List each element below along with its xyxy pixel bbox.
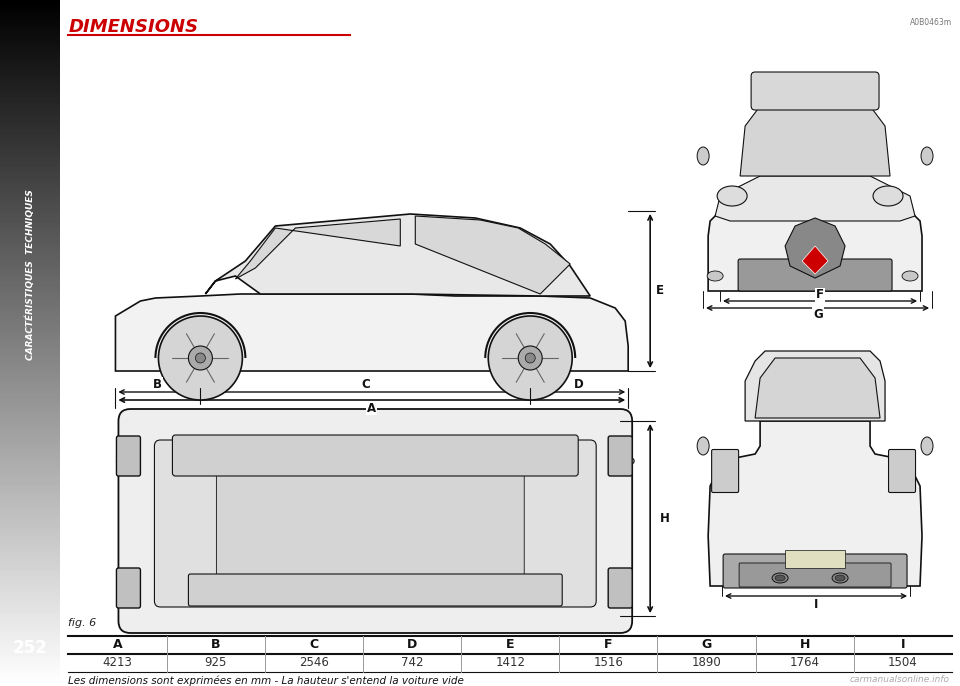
Text: 252: 252 — [12, 639, 48, 657]
Text: G: G — [702, 639, 711, 652]
Text: A0B0463m: A0B0463m — [910, 18, 952, 27]
Ellipse shape — [772, 573, 788, 583]
Text: 1504: 1504 — [888, 657, 918, 670]
FancyBboxPatch shape — [738, 259, 892, 291]
Polygon shape — [708, 171, 922, 291]
Text: H: H — [800, 639, 810, 652]
Text: 2546: 2546 — [299, 657, 329, 670]
FancyBboxPatch shape — [723, 554, 907, 588]
FancyBboxPatch shape — [118, 409, 633, 633]
Polygon shape — [785, 218, 845, 278]
Polygon shape — [740, 106, 890, 176]
Circle shape — [518, 346, 542, 370]
FancyBboxPatch shape — [609, 568, 633, 608]
Text: 1890: 1890 — [692, 657, 722, 670]
Text: carmanualsonline.info: carmanualsonline.info — [850, 675, 950, 684]
Text: D: D — [574, 377, 584, 390]
Ellipse shape — [921, 437, 933, 455]
Ellipse shape — [697, 437, 709, 455]
FancyBboxPatch shape — [739, 563, 891, 587]
Text: fig. 6: fig. 6 — [68, 618, 97, 628]
Polygon shape — [205, 214, 590, 296]
Polygon shape — [416, 216, 570, 294]
Ellipse shape — [921, 147, 933, 165]
Ellipse shape — [832, 573, 848, 583]
Text: Les dimensions sont exprimées en mm - La hauteur s'entend la voiture vide: Les dimensions sont exprimées en mm - La… — [68, 676, 465, 686]
Text: C: C — [361, 377, 370, 390]
FancyBboxPatch shape — [155, 440, 596, 607]
Circle shape — [188, 346, 212, 370]
Text: 742: 742 — [401, 657, 423, 670]
FancyBboxPatch shape — [188, 574, 563, 606]
Text: 1412: 1412 — [495, 657, 525, 670]
Text: F: F — [604, 639, 612, 652]
Ellipse shape — [835, 575, 845, 581]
Text: D: D — [407, 639, 418, 652]
Text: C: C — [309, 639, 319, 652]
FancyBboxPatch shape — [116, 436, 140, 476]
FancyBboxPatch shape — [889, 449, 916, 493]
Bar — [785, 550, 845, 568]
Text: H: H — [660, 512, 670, 525]
Circle shape — [525, 353, 536, 363]
Ellipse shape — [116, 456, 134, 466]
Polygon shape — [745, 351, 885, 421]
FancyBboxPatch shape — [216, 457, 524, 585]
Polygon shape — [115, 294, 628, 371]
Text: G: G — [813, 307, 823, 320]
Polygon shape — [756, 358, 880, 418]
Circle shape — [196, 353, 205, 363]
Text: A: A — [112, 639, 122, 652]
Text: DIMENSIONS: DIMENSIONS — [68, 18, 199, 36]
Polygon shape — [235, 219, 400, 279]
Text: E: E — [506, 639, 515, 652]
Ellipse shape — [708, 271, 723, 281]
Text: B: B — [153, 377, 162, 390]
Circle shape — [158, 316, 242, 400]
FancyBboxPatch shape — [711, 449, 738, 493]
Text: I: I — [900, 639, 905, 652]
Polygon shape — [715, 176, 915, 221]
Text: F: F — [816, 289, 824, 302]
FancyBboxPatch shape — [609, 436, 633, 476]
Ellipse shape — [697, 147, 709, 165]
Text: 925: 925 — [204, 657, 227, 670]
Text: 1764: 1764 — [790, 657, 820, 670]
Text: CARACTÉRISTIQUES  TECHNIQUES: CARACTÉRISTIQUES TECHNIQUES — [26, 189, 35, 360]
Text: 4213: 4213 — [103, 657, 132, 670]
Ellipse shape — [616, 456, 635, 466]
Text: E: E — [657, 285, 664, 298]
Circle shape — [489, 316, 572, 400]
Text: I: I — [814, 598, 818, 611]
FancyBboxPatch shape — [173, 435, 578, 476]
Ellipse shape — [873, 186, 903, 206]
Text: A: A — [367, 401, 376, 414]
Ellipse shape — [902, 271, 918, 281]
FancyBboxPatch shape — [116, 568, 140, 608]
Text: B: B — [211, 639, 221, 652]
Ellipse shape — [775, 575, 785, 581]
Polygon shape — [708, 421, 922, 586]
Polygon shape — [803, 246, 828, 274]
Ellipse shape — [717, 186, 747, 206]
FancyBboxPatch shape — [751, 72, 879, 110]
Text: 1516: 1516 — [593, 657, 623, 670]
